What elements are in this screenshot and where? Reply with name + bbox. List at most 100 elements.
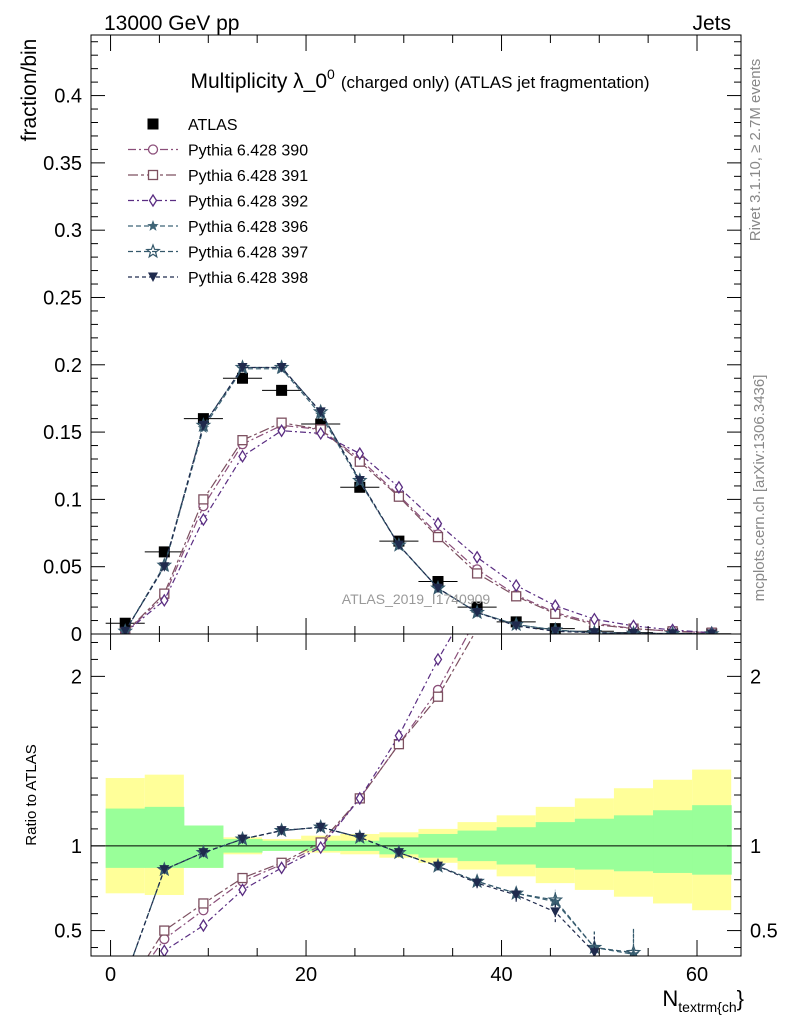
legend-marker (147, 220, 159, 231)
y-tick-label: 0.4 (54, 86, 82, 108)
ratio-point (159, 865, 170, 875)
ratio-point (276, 826, 287, 836)
ratio-point (199, 918, 208, 933)
inner-band (613, 815, 654, 872)
legend-item: Pythia 6.428 392 (128, 194, 308, 211)
ratio-series-5 (120, 822, 600, 984)
ratio-point (393, 848, 404, 858)
data-point (625, 625, 642, 634)
ratio-point (354, 832, 365, 843)
inner-band (535, 822, 576, 868)
ratio-y-tick-label: 0.5 (54, 921, 82, 943)
ratio-point (472, 878, 483, 889)
data-point (237, 362, 248, 373)
data-point (703, 625, 720, 634)
data-point (664, 625, 681, 634)
inner-band (692, 805, 732, 875)
ratio-point (355, 791, 365, 806)
y-tick-label: 0.35 (43, 153, 82, 175)
ratio-point (432, 861, 443, 872)
ratio-point (277, 861, 286, 875)
ratio-point (121, 987, 130, 996)
legend-item: Pythia 6.428 390 (128, 143, 308, 160)
y-tick-label: 0.05 (43, 557, 82, 579)
data-point (667, 629, 678, 634)
inner-band (653, 810, 693, 873)
legend-item: ATLAS (147, 117, 238, 134)
series-line-5 (124, 366, 712, 634)
ratio-y-tick-label: 1 (71, 836, 82, 858)
x-axis-label: Ntextrm{ch} (662, 986, 744, 1015)
data-point (393, 540, 404, 551)
ratio-plot-content (91, 634, 741, 1000)
y-tick-label: 0.2 (54, 355, 82, 377)
ratio-point (159, 925, 170, 936)
series-line-2 (124, 422, 712, 634)
legend-item: Pythia 6.428 391 (128, 168, 308, 185)
ratio-point (237, 872, 248, 884)
ratio-plot-frame (90, 633, 742, 957)
main-plot-content (105, 359, 732, 634)
legend-label: ATLAS (188, 117, 238, 134)
y-tick-label: 0.3 (54, 220, 82, 242)
ratio-point (316, 840, 325, 855)
data-point (511, 578, 521, 593)
watermark-label: ATLAS_2019_I1740909 (342, 591, 491, 607)
data-point (277, 424, 286, 438)
ratio-y-tick-label-right: 2 (750, 666, 761, 688)
ratio-point (198, 898, 209, 909)
legend-item: Pythia 6.428 397 (128, 243, 308, 262)
data-point (550, 626, 561, 634)
legend-label: Pythia 6.428 391 (188, 168, 308, 185)
header-process-label: Jets (692, 12, 731, 35)
series-line-3 (124, 430, 712, 634)
data-point (198, 494, 209, 505)
mcplots-credit-label: mcplots.cern.ch [arXiv:1306.3436] (751, 375, 768, 602)
data-point (354, 476, 365, 486)
legend-label: Pythia 6.428 397 (188, 245, 308, 262)
ratio-point (120, 974, 130, 984)
header-energy-label: 13000 GeV pp (104, 12, 239, 35)
ratio-point (122, 989, 129, 1000)
data-point (551, 599, 560, 613)
data-point (471, 568, 483, 579)
ratio-point (237, 834, 248, 845)
ratio-y-tick-label-right: 0.5 (750, 921, 778, 943)
data-point (432, 531, 444, 543)
data-point (160, 593, 169, 608)
ratio-point (432, 691, 444, 702)
legend-label: Pythia 6.428 398 (188, 270, 308, 287)
data-point (276, 362, 287, 373)
legend-label: Pythia 6.428 396 (188, 219, 308, 236)
ratio-point (433, 652, 443, 667)
data-point (120, 626, 131, 634)
legend-label: Pythia 6.428 390 (188, 143, 308, 160)
data-point (589, 628, 600, 634)
legend: ATLAS Pythia 6.428 390 Pythia 6.428 391 Pyt… (128, 117, 308, 287)
ratio-y-tick-label: 2 (71, 666, 82, 688)
svg-text:Multiplicity λ_00(charged only: Multiplicity λ_00 (charged only) (ATLAS j… (191, 66, 650, 93)
ratio-y-tick-label-right: 1 (750, 836, 761, 858)
x-tick-label: 60 (686, 964, 708, 986)
data-point (315, 407, 326, 417)
ratio-point (394, 728, 404, 743)
x-tick-label: 20 (295, 964, 317, 986)
ratio-point (160, 944, 169, 956)
inner-band (105, 808, 146, 868)
data-point (238, 449, 247, 464)
ratio-point (238, 883, 247, 897)
ratio-point (120, 972, 131, 983)
data-point (237, 435, 248, 446)
ratio-point (121, 989, 130, 998)
rivet-version-label: Rivet 3.1.10, ≥ 2.7M events (747, 59, 764, 242)
ratio-plot-panel: 0.5 0.51 12 20 20 40 60 Ratio to ATLAS Ntextrm… (23, 633, 778, 1015)
ratio-line-0 (151, 634, 469, 956)
ratio-point (589, 948, 600, 956)
ratio-line-2 (158, 634, 454, 956)
y-tick-label: 0.15 (43, 422, 82, 444)
ratio-series-2 (122, 634, 454, 1000)
x-tick-label: 40 (490, 964, 512, 986)
legend-marker (147, 118, 159, 130)
x-axis-label-subscript: textrm{ch (678, 999, 736, 1015)
main-plot-panel: 0 0.05 0.1 0.15 0.2 0.25 0.3 0.35 0.4 fraction/b… (18, 34, 742, 646)
